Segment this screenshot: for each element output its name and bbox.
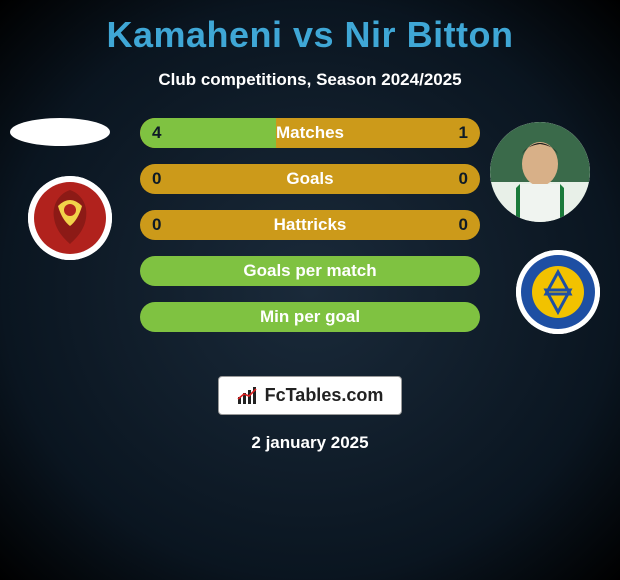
- stat-value-left: 4: [152, 123, 161, 143]
- stat-bar: 0 Hattricks 0: [140, 210, 480, 240]
- player-avatar-left: [10, 118, 110, 146]
- player-avatar-right: [490, 122, 590, 222]
- stat-label: Goals per match: [243, 261, 376, 281]
- watermark-wrap: FcTables.com: [0, 376, 620, 415]
- stat-label: Matches: [276, 123, 344, 143]
- stat-value-left: 0: [152, 215, 161, 235]
- watermark-text: FcTables.com: [265, 385, 384, 406]
- stat-value-right: 0: [459, 215, 468, 235]
- stat-bar: 0 Goals 0: [140, 164, 480, 194]
- stat-label: Goals: [286, 169, 333, 189]
- club-badge-right: [516, 250, 600, 334]
- stat-bar: Min per goal: [140, 302, 480, 332]
- chart-area: 4 Matches 1 0 Goals 0 0 Hattricks 0 Goal…: [0, 118, 620, 368]
- date-label: 2 january 2025: [0, 433, 620, 453]
- stat-value-right: 0: [459, 169, 468, 189]
- stat-bars: 4 Matches 1 0 Goals 0 0 Hattricks 0 Goal…: [140, 118, 480, 348]
- comparison-card: Kamaheni vs Nir Bitton Club competitions…: [0, 0, 620, 580]
- stat-label: Hattricks: [274, 215, 347, 235]
- chart-icon: [237, 387, 259, 405]
- stat-label: Min per goal: [260, 307, 360, 327]
- subtitle: Club competitions, Season 2024/2025: [0, 70, 620, 90]
- stat-bar: 4 Matches 1: [140, 118, 480, 148]
- watermark: FcTables.com: [218, 376, 403, 415]
- stat-value-right: 1: [459, 123, 468, 143]
- stat-value-left: 0: [152, 169, 161, 189]
- page-title: Kamaheni vs Nir Bitton: [0, 14, 620, 56]
- stat-bar: Goals per match: [140, 256, 480, 286]
- club-badge-left: [28, 176, 112, 260]
